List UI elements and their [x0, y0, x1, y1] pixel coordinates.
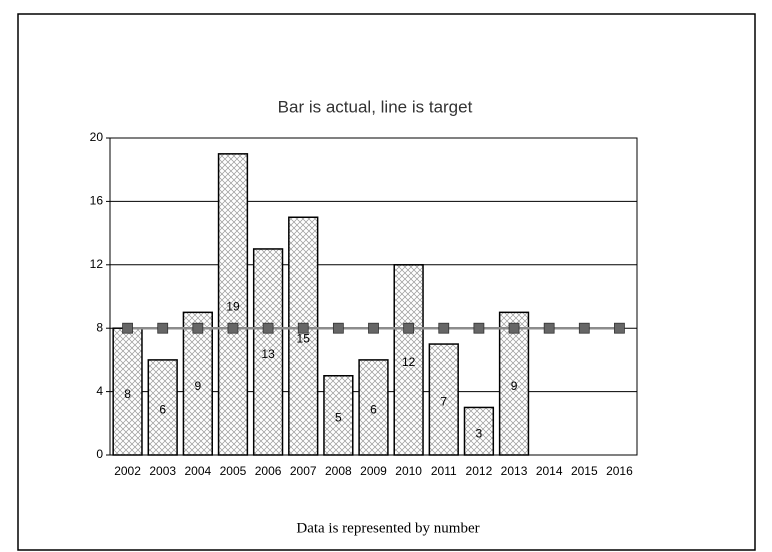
data-label: 3 [476, 426, 483, 440]
data-label: 9 [194, 379, 201, 393]
x-tick-label: 2016 [606, 464, 633, 478]
bar [323, 375, 354, 456]
bar [112, 327, 143, 456]
bar [393, 264, 424, 456]
line-marker [332, 322, 344, 334]
line-marker [508, 322, 520, 334]
x-tick-label: 2012 [466, 464, 493, 478]
line-marker [192, 322, 204, 334]
line-marker [614, 322, 625, 334]
data-label: 13 [261, 347, 275, 361]
bar [288, 216, 319, 456]
line-marker [578, 322, 590, 334]
line-marker [262, 322, 274, 334]
frame [17, 13, 756, 551]
x-tick-label: 2013 [501, 464, 528, 478]
x-tick-label: 2015 [571, 464, 598, 478]
data-label: 19 [226, 300, 240, 314]
y-tick-label: 12 [90, 257, 104, 271]
x-tick-label: 2009 [360, 464, 387, 478]
x-tick-label: 2011 [431, 464, 457, 478]
line-marker [403, 322, 415, 334]
line-marker [368, 322, 379, 334]
bar [428, 343, 459, 456]
y-tick-label: 8 [96, 320, 103, 334]
bar [182, 311, 213, 456]
line-marker [227, 322, 239, 334]
line-marker [122, 322, 133, 334]
y-tick-label: 4 [96, 384, 103, 398]
chart-note: Data is represented by number [296, 520, 479, 536]
line-marker [297, 322, 309, 334]
x-tick-label: 2005 [220, 464, 247, 478]
data-label: 12 [402, 355, 416, 369]
y-tick-label: 0 [96, 447, 103, 461]
data-label: 15 [297, 331, 311, 345]
x-tick-label: 2003 [149, 464, 176, 478]
bar [217, 153, 249, 456]
bar [498, 311, 530, 456]
data-label: 6 [370, 403, 377, 417]
x-tick-label: 2007 [290, 464, 317, 478]
chart-title: Bar is actual, line is target [278, 97, 473, 116]
data-label: 5 [335, 411, 342, 425]
data-label: 8 [124, 387, 131, 401]
bar [147, 359, 178, 456]
line-marker [473, 322, 485, 334]
x-tick-label: 2008 [325, 464, 352, 478]
x-tick-label: 2006 [255, 464, 282, 478]
bar [358, 359, 389, 456]
line-marker [438, 322, 450, 334]
y-tick-label: 20 [90, 130, 104, 144]
x-tick-label: 2002 [114, 464, 141, 478]
bar [252, 248, 284, 456]
line-marker [157, 322, 169, 334]
x-tick-label: 2004 [184, 464, 211, 478]
data-label: 6 [159, 403, 166, 417]
x-tick-label: 2014 [536, 464, 563, 478]
line-marker [543, 322, 555, 334]
y-tick-label: 16 [90, 194, 104, 208]
x-tick-label: 2010 [395, 464, 422, 478]
data-label: 9 [511, 379, 518, 393]
data-label: 7 [440, 395, 447, 409]
bar [463, 406, 495, 456]
